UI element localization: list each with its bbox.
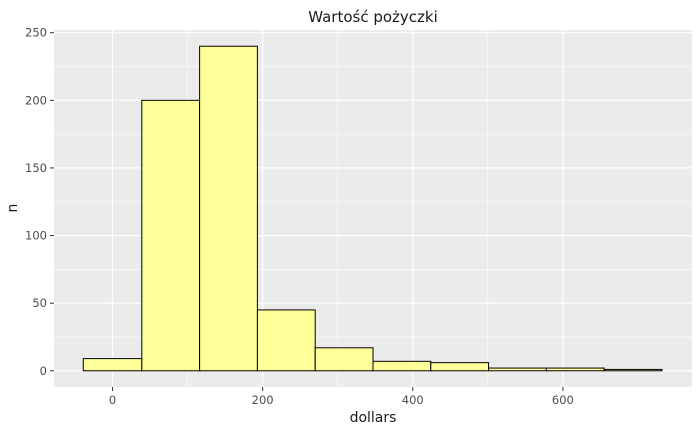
chart-title: Wartość pożyczki bbox=[308, 8, 438, 26]
histogram-bar bbox=[314, 347, 374, 372]
x-tick-label: 400 bbox=[402, 393, 424, 407]
x-tick-label: 200 bbox=[252, 393, 274, 407]
histogram-bar bbox=[82, 358, 143, 372]
x-tick-label: 600 bbox=[552, 393, 574, 407]
y-tick-label: 100 bbox=[25, 229, 47, 243]
histogram-bar bbox=[603, 368, 663, 372]
histogram-bar bbox=[256, 309, 316, 372]
y-tick-label: 250 bbox=[25, 26, 47, 40]
y-tick-label: 50 bbox=[32, 296, 47, 310]
y-tick-label: 150 bbox=[25, 161, 47, 175]
histogram-bar bbox=[545, 367, 605, 372]
histogram-bar bbox=[430, 362, 490, 372]
x-axis-ticks: 0 200 400 600 bbox=[109, 387, 574, 407]
histogram-bars bbox=[82, 45, 663, 372]
histogram-bar bbox=[199, 45, 258, 372]
y-tick-label: 0 bbox=[40, 364, 47, 378]
y-axis-ticks: 0 50 100 150 200 250 bbox=[25, 26, 54, 378]
x-tick-label: 0 bbox=[109, 393, 116, 407]
histogram-bar bbox=[141, 99, 201, 372]
x-axis-title: dollars bbox=[350, 410, 397, 426]
y-axis-title: n bbox=[5, 204, 21, 213]
histogram-bar bbox=[372, 360, 432, 372]
y-tick-label: 200 bbox=[25, 93, 47, 107]
histogram-bar bbox=[488, 367, 547, 372]
